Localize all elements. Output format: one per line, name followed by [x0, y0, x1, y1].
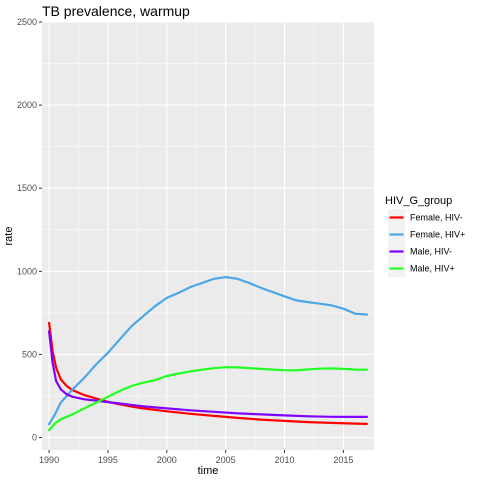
x-tick-label: 2005: [216, 455, 236, 465]
y-tick-label: 2000: [17, 100, 37, 110]
chart-title: TB prevalence, warmup: [42, 3, 190, 19]
series-line-female-hiv: [47, 321, 368, 425]
legend: HIV_G_group Female, HIV- Female, HIV+ Male…: [385, 195, 465, 277]
series-layer: [47, 276, 368, 432]
y-tick-label: 0: [32, 433, 37, 443]
y-tick-label: 500: [22, 349, 37, 359]
series-line-male-hiv: [47, 330, 368, 418]
major-gridlines: [42, 21, 374, 450]
legend-title: HIV_G_group: [385, 195, 452, 207]
legend-label-female-hiv: Female, HIV-: [410, 213, 463, 223]
series-line-male-hiv: [47, 366, 368, 432]
y-tick-label: 1000: [17, 266, 37, 276]
plot-panel: [42, 22, 374, 450]
series-line-female-hiv: [47, 276, 368, 426]
x-tick-label: 1990: [39, 455, 59, 465]
tick-labels: 1990 1995 2000 2005 2010 2015 0 500 1000 1500 2000…: [17, 17, 353, 465]
legend-label-male-hiv: Male, HIV+: [410, 264, 455, 274]
x-tick-label: 2010: [275, 455, 295, 465]
x-tick-label: 1995: [98, 455, 118, 465]
x-axis-label: time: [198, 465, 219, 477]
y-tick-label: 2500: [17, 17, 37, 27]
legend-label-female-hiv: Female, HIV+: [410, 230, 465, 240]
minor-gridlines: [42, 22, 374, 450]
y-tick-label: 1500: [17, 183, 37, 193]
x-tick-label: 2000: [157, 455, 177, 465]
y-axis-label: rate: [3, 227, 15, 246]
x-tick-label: 2015: [333, 455, 353, 465]
legend-label-male-hiv: Male, HIV-: [410, 247, 452, 257]
axis-ticks: [39, 21, 344, 453]
